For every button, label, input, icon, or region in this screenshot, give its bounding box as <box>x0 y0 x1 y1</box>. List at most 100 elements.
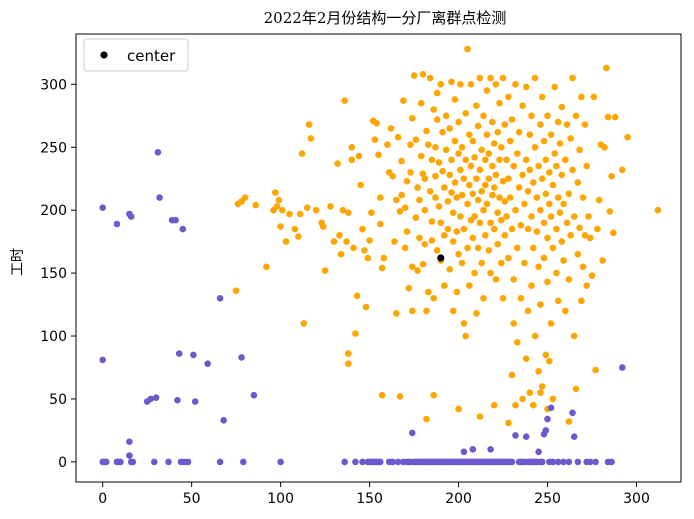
inliers-point-69 <box>398 191 405 199</box>
inliers-point-346 <box>595 196 603 204</box>
inliers-point-354 <box>610 229 617 237</box>
outliers-point-41 <box>352 458 359 466</box>
inliers-point-188 <box>482 156 489 164</box>
inliers-point-200 <box>489 162 496 170</box>
inliers-point-363 <box>490 401 498 409</box>
outliers-point-94 <box>469 446 477 453</box>
outliers-point-143 <box>570 433 578 441</box>
inliers-point-202 <box>489 118 496 126</box>
inliers-point-289 <box>544 278 551 286</box>
outliers-point-38 <box>250 391 258 399</box>
inliers-point-201 <box>489 191 496 199</box>
inliers-point-312 <box>560 257 567 264</box>
outliers-point-58 <box>409 429 416 437</box>
inliers-point-270 <box>533 194 541 201</box>
inliers-point-204 <box>490 140 498 147</box>
inliers-point-272 <box>535 162 542 170</box>
inliers-point-64 <box>393 196 400 204</box>
axes-frame <box>75 33 682 483</box>
inliers-point-92 <box>419 261 427 268</box>
inliers-point-33 <box>343 238 350 245</box>
inliers-point-122 <box>441 184 448 191</box>
inliers-point-271 <box>533 228 541 235</box>
inliers-point-151 <box>458 144 466 151</box>
inliers-point-140 <box>453 228 461 235</box>
outliers-point-4 <box>103 458 110 466</box>
inliers-point-265 <box>530 244 537 252</box>
inliers-point-223 <box>501 232 509 239</box>
inliers-point-162 <box>466 131 473 138</box>
inliers-point-281 <box>540 219 548 227</box>
outliers-point-19 <box>154 149 162 156</box>
inliers-point-331 <box>576 224 583 232</box>
inliers-point-321 <box>567 232 574 239</box>
outliers-point-20 <box>156 194 163 201</box>
inliers-point-241 <box>514 244 521 252</box>
y-tick-label-100: 100 <box>40 329 67 345</box>
outliers-point-52 <box>389 458 397 466</box>
points-layer <box>99 45 662 466</box>
inliers-point-134 <box>449 238 457 245</box>
inliers-point-258 <box>526 131 534 138</box>
inliers-point-70 <box>398 157 405 165</box>
inliers-point-83 <box>412 214 420 221</box>
inliers-point-274 <box>535 368 542 375</box>
inliers-point-94 <box>421 206 429 214</box>
inliers-point-137 <box>451 137 459 145</box>
inliers-point-4 <box>252 201 259 209</box>
inliers-point-84 <box>412 136 420 143</box>
y-tick-label-50: 50 <box>49 392 67 408</box>
inliers-point-284 <box>542 156 550 164</box>
inliers-point-262 <box>528 112 535 120</box>
inliers-point-360 <box>430 391 438 399</box>
inliers-point-238 <box>512 206 519 214</box>
inliers-point-294 <box>547 213 555 220</box>
outliers-point-12 <box>126 452 133 459</box>
inliers-point-29 <box>336 232 343 239</box>
inliers-point-20 <box>305 121 313 128</box>
outliers-point-33 <box>216 458 224 466</box>
inliers-point-42 <box>355 152 363 160</box>
inliers-point-336 <box>581 232 589 239</box>
outliers-point-14 <box>129 458 137 466</box>
inliers-point-73 <box>401 204 409 211</box>
inliers-point-128 <box>446 125 454 132</box>
outliers-point-16 <box>147 395 154 403</box>
inliers-point-313 <box>560 200 567 208</box>
inliers-point-212 <box>496 156 503 164</box>
inliers-point-136 <box>449 307 457 315</box>
outliers-point-123 <box>522 433 530 441</box>
inliers-point-98 <box>423 307 430 315</box>
inliers-point-49 <box>368 209 375 216</box>
inliers-point-130 <box>446 266 454 273</box>
inliers-point-144 <box>455 118 462 126</box>
inliers-point-333 <box>578 93 585 101</box>
x-tick-label-300: 300 <box>623 491 650 507</box>
inliers-point-329 <box>574 250 582 258</box>
inliers-point-198 <box>487 74 494 82</box>
inliers-point-332 <box>578 297 585 305</box>
inliers-point-325 <box>570 332 578 340</box>
inliers-point-121 <box>441 232 448 239</box>
inliers-point-242 <box>514 339 521 346</box>
inliers-point-359 <box>423 415 430 423</box>
inliers-point-76 <box>405 284 413 292</box>
outliers-point-138 <box>549 458 557 466</box>
inliers-point-250 <box>521 200 528 208</box>
inliers-point-125 <box>442 112 450 120</box>
outliers-point-142 <box>569 409 576 417</box>
legend: center <box>83 38 189 72</box>
inliers-point-145 <box>455 250 462 258</box>
outliers-point-150 <box>619 364 626 371</box>
inliers-point-306 <box>554 297 562 305</box>
inliers-point-142 <box>453 194 461 201</box>
inliers-point-353 <box>608 172 615 180</box>
inliers-point-253 <box>522 83 530 91</box>
inliers-point-25 <box>321 267 329 274</box>
inliers-point-316 <box>563 219 571 227</box>
inliers-point-158 <box>464 200 471 208</box>
inliers-point-301 <box>553 225 560 233</box>
inliers-point-114 <box>435 203 443 210</box>
inliers-point-290 <box>546 200 553 208</box>
outliers-point-8 <box>117 458 124 466</box>
